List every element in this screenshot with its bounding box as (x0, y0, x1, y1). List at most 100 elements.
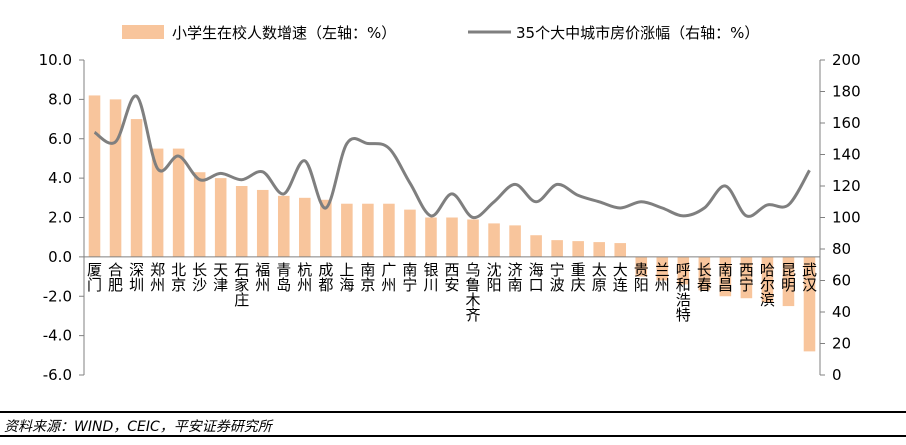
left-tick-label: 0.0 (48, 248, 72, 266)
bar-series (88, 95, 816, 352)
bar (151, 148, 164, 257)
category-label: 成都 (318, 261, 333, 294)
right-tick-label: 180 (832, 83, 861, 101)
category-label: 呼和浩特 (676, 261, 691, 324)
category-label: 兰州 (655, 261, 670, 294)
category-label: 厦门 (87, 261, 102, 294)
bar (488, 223, 500, 257)
category-label: 哈尔滨 (760, 261, 775, 309)
bar (214, 178, 227, 257)
category-label: 杭州 (297, 261, 312, 294)
category-label: 济南 (508, 261, 523, 294)
bar (509, 225, 521, 257)
bar (530, 235, 542, 257)
bar (719, 256, 732, 297)
bar (782, 256, 795, 307)
category-label: 广州 (381, 261, 396, 294)
category-label: 贵阳 (634, 261, 649, 294)
bar (614, 243, 627, 257)
source-note: 资料来源：WIND，CEIC，平安证券研究所 (0, 411, 906, 437)
bar (235, 186, 248, 257)
left-tick-label: 6.0 (48, 130, 72, 148)
bar (656, 256, 669, 281)
category-label: 西宁 (739, 261, 754, 294)
bar (761, 256, 774, 303)
bar (130, 119, 143, 257)
category-label: 太原 (592, 261, 607, 294)
category-label: 海口 (529, 261, 544, 294)
category-label: 重庆 (571, 261, 586, 294)
bar (88, 95, 101, 257)
bar (803, 256, 816, 352)
right-tick-label: 100 (832, 209, 861, 227)
category-label: 福州 (255, 261, 270, 294)
source-text: 资料来源：WIND，CEIC，平安证券研究所 (4, 419, 272, 435)
category-label: 大连 (613, 261, 628, 294)
line-series (93, 94, 811, 220)
bar (740, 256, 753, 299)
bar (677, 256, 690, 285)
category-label: 合肥 (108, 261, 123, 294)
category-label: 南京 (360, 261, 375, 294)
category-label: 昆明 (781, 261, 796, 294)
bar (193, 172, 206, 257)
right-tick-label: 200 (832, 51, 861, 69)
category-label: 南昌 (718, 261, 733, 294)
bar (425, 217, 437, 257)
right-tick-label: 140 (832, 146, 861, 164)
bar (698, 256, 711, 291)
category-label: 青岛 (276, 261, 291, 294)
left-tick-label: 8.0 (48, 90, 72, 108)
category-label: 深圳 (129, 261, 144, 294)
category-label: 长沙 (192, 261, 207, 294)
right-tick-label: 20 (832, 335, 851, 353)
category-label: 上海 (339, 261, 354, 294)
category-label: 郑州 (150, 261, 165, 294)
bar (277, 195, 290, 257)
left-axis: 10.0 8.0 6.0 4.0 2.0 0.0 -2.0 -4.0 -6.0 (39, 51, 85, 384)
legend: 小学生在校人数增速（左轴：%） 35个大中城市房价涨幅（右轴：%） (122, 24, 759, 42)
bar (109, 99, 122, 257)
bar (341, 203, 353, 257)
legend-bar-label: 小学生在校人数增速（左轴：%） (172, 24, 396, 42)
chart: 小学生在校人数增速（左轴：%） 35个大中城市房价涨幅（右轴：%） 10.0 8.… (39, 24, 861, 384)
right-tick-label: 0 (832, 366, 842, 384)
right-tick-label: 80 (832, 240, 851, 258)
bar (256, 189, 269, 257)
bar (446, 217, 458, 257)
left-tick-label: -4.0 (43, 327, 72, 345)
category-label: 西安 (444, 261, 459, 294)
bar (362, 203, 374, 257)
left-tick-label: -6.0 (43, 366, 72, 384)
right-tick-label: 160 (832, 114, 861, 132)
legend-bar-swatch (122, 25, 164, 39)
category-label: 乌鲁木齐 (466, 261, 481, 324)
right-tick-label: 60 (832, 272, 851, 290)
category-label: 石家庄 (234, 261, 249, 309)
category-label: 武汉 (802, 261, 817, 294)
category-label: 长春 (697, 261, 712, 294)
left-tick-label: 2.0 (48, 209, 72, 227)
category-label: 宁波 (550, 261, 565, 294)
bar (172, 148, 185, 257)
legend-line-label: 35个大中城市房价涨幅（右轴：%） (516, 24, 759, 42)
bar (467, 219, 479, 257)
left-tick-label: 4.0 (48, 169, 72, 187)
left-tick-label: 10.0 (39, 51, 72, 69)
bar (593, 242, 605, 257)
bar (572, 241, 584, 257)
category-label: 北京 (171, 261, 186, 294)
category-label: 天津 (213, 261, 228, 294)
category-labels: 厦门合肥深圳郑州北京长沙天津石家庄福州青岛杭州成都上海南京广州南宁银川西安乌鲁木… (87, 261, 817, 324)
right-tick-label: 120 (832, 177, 861, 195)
right-tick-label: 40 (832, 303, 851, 321)
bar (320, 199, 332, 257)
category-label: 沈阳 (487, 261, 502, 294)
bar (551, 240, 563, 257)
bar (383, 203, 395, 257)
left-tick-label: -2.0 (43, 287, 72, 305)
category-label: 银川 (423, 261, 438, 294)
bar (635, 256, 648, 277)
bar (404, 209, 416, 257)
